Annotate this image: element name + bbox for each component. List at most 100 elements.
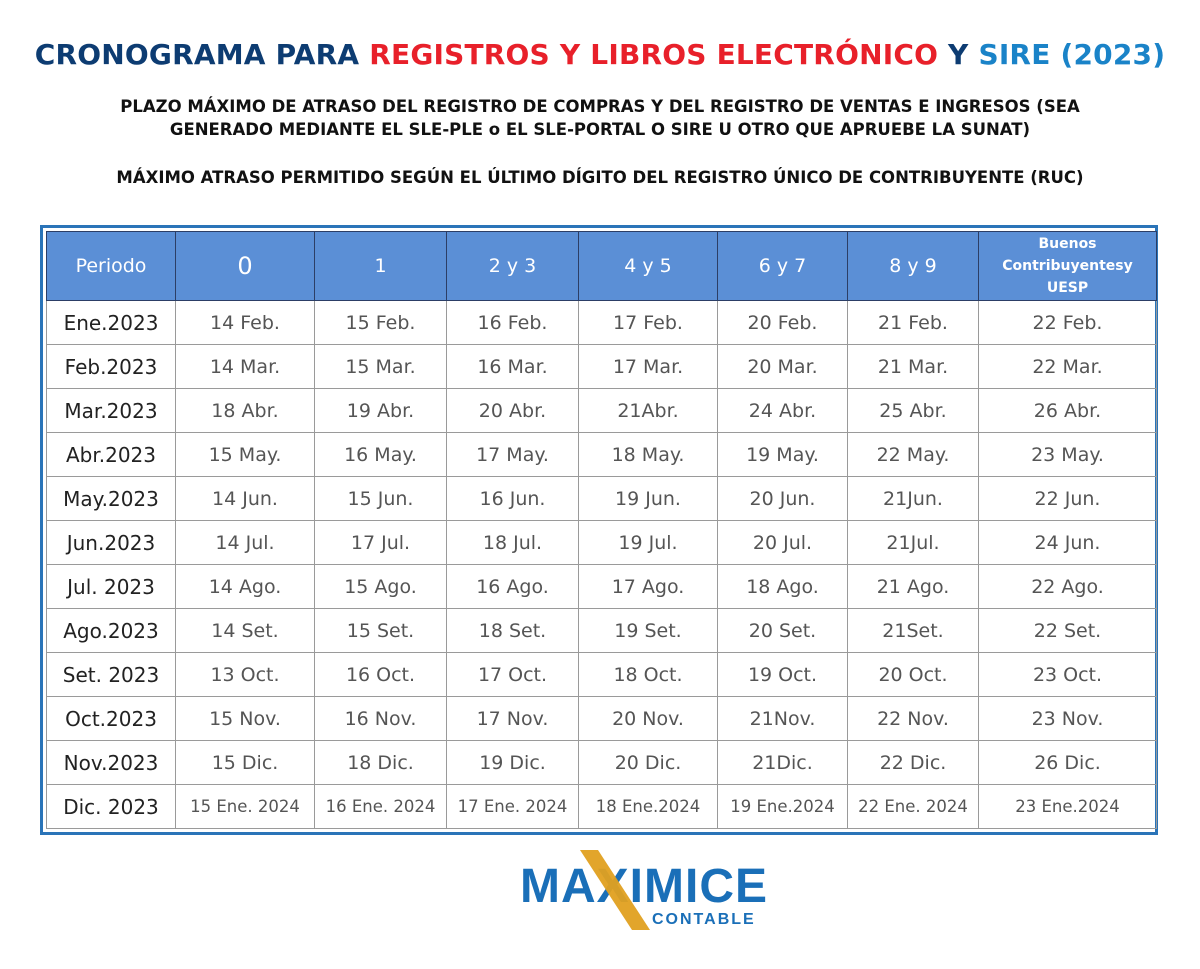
deadline-cell: 16 May.: [314, 432, 447, 477]
subtitle-deadline: PLAZO MÁXIMO DE ATRASO DEL REGISTRO DE C…: [60, 95, 1140, 141]
deadline-cell: 16 Mar.: [446, 344, 579, 389]
deadline-cell: 17 Nov.: [446, 696, 579, 741]
period-cell: Nov.2023: [46, 740, 176, 785]
title-part-2: REGISTROS Y LIBROS ELECTRÓNICO: [369, 38, 939, 71]
table-row: Abr.2023 15 May. 16 May. 17 May. 18 May. 19 M…: [46, 432, 1157, 477]
deadline-cell: 20 Set.: [717, 608, 848, 653]
deadline-cell: 18 Dic.: [314, 740, 447, 785]
deadline-cell: 25 Abr.: [847, 388, 979, 433]
deadline-cell: 15 Ago.: [314, 564, 447, 609]
deadline-cell: 21Abr.: [578, 388, 718, 433]
page-title: CRONOGRAMA PARA REGISTROS Y LIBROS ELECT…: [0, 38, 1200, 71]
deadline-cell: 15 Mar.: [314, 344, 447, 389]
deadline-cell: 20 Oct.: [847, 652, 979, 697]
deadline-cell: 19 Dic.: [446, 740, 579, 785]
deadline-cell: 17 Jul.: [314, 520, 447, 565]
period-cell: Ene.2023: [46, 300, 176, 345]
deadline-cell: 20 Abr.: [446, 388, 579, 433]
table-row: Jul. 2023 14 Ago. 15 Ago. 16 Ago. 17 Ago. 18 …: [46, 564, 1157, 609]
header-buenos-contribuyentes: Buenos Contribuyentesy UESP: [978, 231, 1157, 301]
table-row: Oct.2023 15 Nov. 16 Nov. 17 Nov. 20 Nov. 21No…: [46, 696, 1157, 741]
deadline-cell: 23 Nov.: [978, 696, 1157, 741]
deadline-cell: 20 Mar.: [717, 344, 848, 389]
deadline-cell: 19 Oct.: [717, 652, 848, 697]
table-row: Set. 2023 13 Oct. 16 Oct. 17 Oct. 18 Oct. 19 …: [46, 652, 1157, 697]
header-digit-4: 4 y 5: [578, 231, 718, 301]
header-digit-5: 6 y 7: [717, 231, 848, 301]
deadline-cell: 15 Feb.: [314, 300, 447, 345]
logo-swoosh-icon: [580, 850, 650, 930]
title-part-5: (2023): [1050, 38, 1166, 71]
deadline-cell: 16 Ene. 2024: [314, 784, 447, 829]
logo-wordmark: MAXIMICE: [520, 860, 768, 913]
deadline-cell: 22 May.: [847, 432, 979, 477]
period-cell: Feb.2023: [46, 344, 176, 389]
title-part-4: SIRE: [978, 38, 1051, 71]
deadline-cell: 16 Jun.: [446, 476, 579, 521]
period-cell: May.2023: [46, 476, 176, 521]
deadline-cell: 21Set.: [847, 608, 979, 653]
deadline-cell: 17 May.: [446, 432, 579, 477]
period-cell: Jul. 2023: [46, 564, 176, 609]
header-digit-1: 0: [175, 231, 315, 301]
deadline-cell: 22 Mar.: [978, 344, 1157, 389]
deadline-cell: 23 Ene.2024: [978, 784, 1157, 829]
deadline-cell: 17 Ene. 2024: [446, 784, 579, 829]
logo-tagline: CONTABLE: [652, 911, 756, 928]
deadline-cell: 22 Jun.: [978, 476, 1157, 521]
maximice-logo: MAXIMICE CONTABLE: [520, 850, 768, 930]
deadline-cell: 21Jun.: [847, 476, 979, 521]
header-periodo: Periodo: [46, 231, 176, 301]
title-part-1: CRONOGRAMA PARA: [34, 38, 370, 71]
deadline-cell: 17 Ago.: [578, 564, 718, 609]
deadline-cell: 22 Ene. 2024: [847, 784, 979, 829]
deadline-cell: 20 Jul.: [717, 520, 848, 565]
deadline-cell: 19 Ene.2024: [717, 784, 848, 829]
deadline-cell: 22 Nov.: [847, 696, 979, 741]
deadline-cell: 16 Ago.: [446, 564, 579, 609]
deadline-cell: 24 Abr.: [717, 388, 848, 433]
table-row: Ene.2023 14 Feb. 15 Feb. 16 Feb. 17 Feb. 20 F…: [46, 300, 1157, 345]
deadline-cell: 18 Jul.: [446, 520, 579, 565]
deadline-cell: 15 May.: [175, 432, 315, 477]
deadline-cell: 14 Set.: [175, 608, 315, 653]
deadline-cell: 18 Set.: [446, 608, 579, 653]
deadline-cell: 18 Ago.: [717, 564, 848, 609]
period-cell: Abr.2023: [46, 432, 176, 477]
deadline-cell: 14 Ago.: [175, 564, 315, 609]
table-row: Dic. 2023 15 Ene. 2024 16 Ene. 2024 17 Ene.…: [46, 784, 1157, 829]
deadline-cell: 16 Nov.: [314, 696, 447, 741]
subtitle-ruc: MÁXIMO ATRASO PERMITIDO SEGÚN EL ÚLTIMO …: [116, 168, 1084, 187]
deadline-cell: 19 May.: [717, 432, 848, 477]
deadline-cell: 19 Set.: [578, 608, 718, 653]
deadline-cell: 17 Oct.: [446, 652, 579, 697]
deadline-cell: 14 Jun.: [175, 476, 315, 521]
deadline-cell: 21 Ago.: [847, 564, 979, 609]
deadline-cell: 18 May.: [578, 432, 718, 477]
deadline-cell: 22 Set.: [978, 608, 1157, 653]
deadline-cell: 26 Dic.: [978, 740, 1157, 785]
deadline-cell: 15 Nov.: [175, 696, 315, 741]
header-digit-3: 2 y 3: [446, 231, 579, 301]
deadline-cell: 20 Dic.: [578, 740, 718, 785]
table-row: Mar.2023 18 Abr. 19 Abr. 20 Abr. 21Abr. 24 Ab…: [46, 388, 1157, 433]
period-cell: Ago.2023: [46, 608, 176, 653]
deadline-cell: 24 Jun.: [978, 520, 1157, 565]
deadline-cell: 15 Dic.: [175, 740, 315, 785]
deadline-cell: 14 Feb.: [175, 300, 315, 345]
deadline-cell: 20 Feb.: [717, 300, 848, 345]
deadline-cell: 21Dic.: [717, 740, 848, 785]
deadline-cell: 23 May.: [978, 432, 1157, 477]
deadline-cell: 21Nov.: [717, 696, 848, 741]
deadline-cell: 14 Mar.: [175, 344, 315, 389]
deadline-cell: 15 Jun.: [314, 476, 447, 521]
deadline-cell: 20 Jun.: [717, 476, 848, 521]
header-bc-line: Contribuyentesy: [1002, 258, 1133, 274]
deadline-cell: 15 Ene. 2024: [175, 784, 315, 829]
table-row: Feb.2023 14 Mar. 15 Mar. 16 Mar. 17 Mar. 20 M…: [46, 344, 1157, 389]
deadline-cell: 23 Oct.: [978, 652, 1157, 697]
period-cell: Set. 2023: [46, 652, 176, 697]
deadline-cell: 26 Abr.: [978, 388, 1157, 433]
deadline-cell: 22 Dic.: [847, 740, 979, 785]
